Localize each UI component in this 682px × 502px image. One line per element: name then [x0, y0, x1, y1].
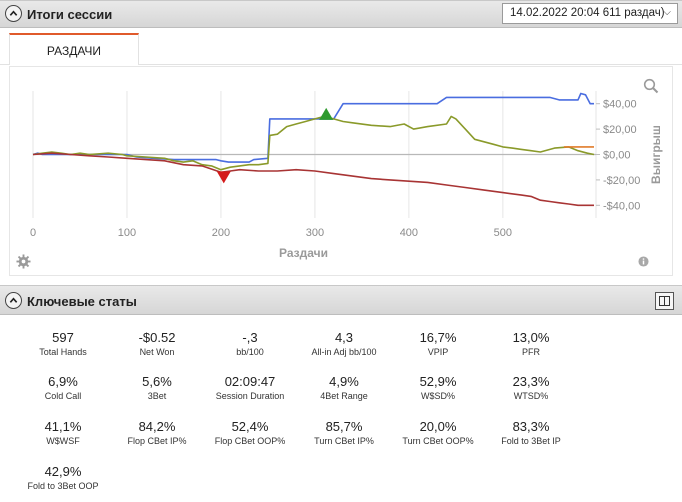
collapse-up-icon[interactable]: [5, 5, 22, 22]
x-tick-label: 100: [118, 227, 136, 239]
session-select-value: 14.02.2022 20:04 611 раздач): [510, 7, 665, 19]
stat-label: Cold Call: [44, 391, 82, 401]
layout-toggle-icon[interactable]: [655, 292, 674, 310]
stat-item: 83,3% Fold to 3Bet IP: [476, 419, 586, 447]
session-results-header: Итоги сессии 14.02.2022 20:04 611 раздач…: [0, 0, 682, 28]
stat-item: 85,7% Turn CBet IP%: [289, 419, 399, 447]
stat-value: 5,6%: [142, 374, 172, 389]
x-tick-label: 500: [494, 227, 512, 239]
stat-value: 42,9%: [44, 464, 82, 479]
stat-label: 3Bet: [147, 391, 167, 401]
stat-label: Fold to 3Bet OOP: [27, 481, 99, 491]
stat-value: 4,9%: [329, 374, 359, 389]
x-tick-label: 200: [212, 227, 230, 239]
stat-item: 13,0% PFR: [476, 330, 586, 358]
series-line: [32, 152, 594, 207]
y-tick-label: $0,00: [603, 150, 631, 162]
stat-item: -$0.52 Net Won: [102, 330, 212, 358]
stat-label: Flop CBet OOP%: [214, 436, 286, 446]
zoom-icon[interactable]: [643, 78, 659, 94]
stat-value: 02:09:47: [224, 374, 276, 389]
x-axis-label: Раздачи: [279, 246, 328, 260]
stat-value: 41,1%: [44, 419, 82, 434]
x-tick-label: 0: [30, 227, 36, 239]
stat-item: 20,0% Turn CBet OOP%: [383, 419, 493, 447]
stat-label: W$SD%: [420, 391, 455, 401]
stat-item: 52,4% Flop CBet OOP%: [195, 419, 305, 447]
key-stats-header: Ключевые статы: [0, 285, 682, 315]
stat-value: 52,4%: [231, 419, 269, 434]
stat-item: 4,9% 4Bet Range: [289, 374, 399, 402]
key-stats-grid: 597 Total Hands -$0.52 Net Won -,3 bb/100 4,3 A…: [0, 315, 682, 502]
series-line: [32, 92, 594, 163]
stat-label: All-in Adj bb/100: [311, 347, 377, 357]
gear-icon[interactable]: [16, 254, 31, 269]
stat-value: 84,2%: [138, 419, 176, 434]
y-tick-label: -$40,00: [603, 200, 640, 212]
x-tick-label: 300: [306, 227, 324, 239]
stat-item: 4,3 All-in Adj bb/100: [289, 330, 399, 358]
tab-bar: РАЗДАЧИ: [0, 29, 682, 65]
section-title: Итоги сессии: [27, 7, 113, 22]
stat-label: W$WSF: [46, 436, 80, 446]
min-marker: [216, 171, 231, 184]
y-tick-label: -$20,00: [603, 175, 640, 187]
stat-value: 13,0%: [512, 330, 550, 345]
stat-label: Fold to 3Bet IP: [501, 436, 561, 446]
stat-value: 20,0%: [419, 419, 457, 434]
stat-label: Turn CBet IP%: [314, 436, 374, 446]
session-select[interactable]: 14.02.2022 20:04 611 раздач) ⌵: [502, 3, 678, 24]
stat-label: VPIP: [427, 347, 449, 357]
stat-item: -,3 bb/100: [195, 330, 305, 358]
stat-item: 84,2% Flop CBet IP%: [102, 419, 212, 447]
y-tick-label: $20,00: [603, 124, 637, 136]
chart-panel: [9, 66, 673, 276]
stat-item: 41,1% W$WSF: [8, 419, 118, 447]
stat-value: 6,9%: [48, 374, 78, 389]
stat-item: 597 Total Hands: [8, 330, 118, 358]
stat-label: Session Duration: [215, 391, 285, 401]
stat-value: 85,7%: [325, 419, 363, 434]
collapse-up-icon[interactable]: [5, 292, 22, 309]
x-tick-label: 400: [400, 227, 418, 239]
stat-label: Flop CBet IP%: [127, 436, 187, 446]
stat-value: 52,9%: [419, 374, 457, 389]
chevron-down-icon: ⌵: [663, 7, 671, 18]
stat-item: 52,9% W$SD%: [383, 374, 493, 402]
stat-item: 02:09:47 Session Duration: [195, 374, 305, 402]
stat-label: Net Won: [139, 347, 175, 357]
stat-label: Total Hands: [39, 347, 87, 357]
stat-value: -,3: [242, 330, 258, 345]
max-marker: [319, 107, 334, 120]
stat-item: 5,6% 3Bet: [102, 374, 212, 402]
tab-hands[interactable]: РАЗДАЧИ: [9, 33, 139, 65]
series-line: [32, 115, 595, 171]
stat-value: 4,3: [334, 330, 354, 345]
stat-value: 16,7%: [419, 330, 457, 345]
stat-value: -$0.52: [138, 330, 176, 345]
stat-value: 23,3%: [512, 374, 550, 389]
y-tick-label: $40,00: [603, 99, 637, 111]
stat-label: PFR: [522, 347, 540, 357]
section-title: Ключевые статы: [27, 294, 137, 309]
stat-label: 4Bet Range: [320, 391, 368, 401]
stat-item: 23,3% WTSD%: [476, 374, 586, 402]
stat-item: 42,9% Fold to 3Bet OOP: [8, 464, 118, 492]
stat-label: Turn CBet OOP%: [402, 436, 474, 446]
info-icon[interactable]: [638, 256, 649, 267]
stat-label: bb/100: [236, 347, 264, 357]
stat-value: 83,3%: [512, 419, 550, 434]
stat-value: 597: [52, 330, 74, 345]
stat-item: 6,9% Cold Call: [8, 374, 118, 402]
y-axis-label: Выигрыш: [649, 125, 663, 184]
session-chart: 0 100 200 300 400 500 $40,00 $20,00 $0,00 -$20,00…: [30, 91, 663, 260]
stat-item: 16,7% VPIP: [383, 330, 493, 358]
stat-label: WTSD%: [513, 391, 549, 401]
